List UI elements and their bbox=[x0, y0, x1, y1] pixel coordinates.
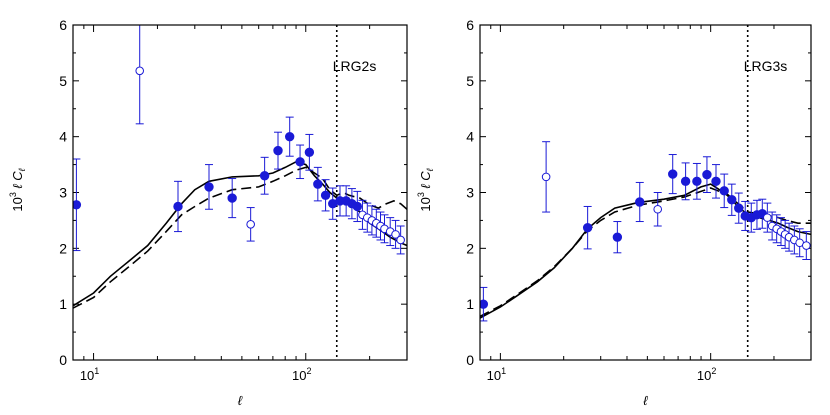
data-point-filled bbox=[727, 195, 737, 205]
y-axis-label: 103 ℓ Cℓ bbox=[416, 168, 435, 211]
model-curve-dashed bbox=[480, 187, 811, 318]
data-point-open bbox=[541, 172, 551, 182]
y-label-base: 10 bbox=[10, 197, 25, 211]
data-point-filled bbox=[668, 169, 678, 179]
data-point-filled bbox=[73, 200, 82, 210]
x-axis-label: ℓ bbox=[643, 393, 648, 408]
y-tick-label: 6 bbox=[466, 17, 474, 33]
data-point-filled bbox=[480, 299, 489, 309]
x-tick-label: 101 bbox=[487, 366, 506, 383]
y-tick-label: 4 bbox=[466, 129, 474, 145]
x-tick-base: 10 bbox=[697, 368, 711, 383]
data-point-filled bbox=[173, 201, 183, 212]
y-axis-label: 103 ℓ Cℓ bbox=[8, 168, 27, 211]
x-tick-base: 10 bbox=[80, 368, 94, 383]
y-tick-label: 0 bbox=[466, 352, 474, 368]
data-point-open bbox=[653, 204, 663, 214]
y-tick-label: 1 bbox=[466, 296, 474, 312]
x-tick-label: 101 bbox=[80, 366, 99, 383]
plot-frame bbox=[72, 24, 408, 361]
data-point-open bbox=[396, 235, 405, 245]
x-tick-label: 102 bbox=[697, 366, 716, 383]
data-point-open bbox=[246, 220, 255, 229]
panel-annotation: LRG3s bbox=[744, 58, 788, 74]
data-point-filled bbox=[313, 179, 323, 189]
y-tick-label: 3 bbox=[59, 185, 67, 201]
y-label-exp: 3 bbox=[8, 192, 18, 197]
data-point-filled bbox=[719, 186, 729, 196]
plot-area bbox=[73, 25, 407, 360]
y-label-rest: ℓ C bbox=[10, 171, 25, 192]
y-tick-label: 3 bbox=[466, 185, 474, 201]
y-label-base: 10 bbox=[418, 197, 433, 211]
y-label-sub: ℓ bbox=[17, 168, 27, 172]
data-point-filled bbox=[284, 131, 295, 142]
x-tick-exp: 1 bbox=[94, 366, 99, 376]
data-point-filled bbox=[352, 201, 363, 212]
y-tick-label: 2 bbox=[466, 240, 474, 256]
data-point-filled bbox=[320, 190, 331, 200]
y-tick-label: 2 bbox=[59, 240, 67, 256]
data-point-filled bbox=[227, 193, 237, 203]
x-tick-exp: 2 bbox=[306, 366, 311, 376]
data-point-filled bbox=[692, 176, 702, 187]
x-axis-label: ℓ bbox=[238, 393, 243, 408]
data-point-open bbox=[135, 66, 145, 76]
model-curve-solid bbox=[480, 183, 811, 319]
x-tick-base: 10 bbox=[487, 368, 501, 383]
y-tick-label: 5 bbox=[59, 73, 67, 89]
data-point-filled bbox=[734, 203, 744, 213]
y-label-exp: 3 bbox=[416, 192, 426, 197]
data-point-filled bbox=[295, 157, 305, 167]
y-label-rest: ℓ C bbox=[418, 171, 433, 192]
data-point-open bbox=[763, 213, 772, 222]
model-curve-dashed bbox=[73, 166, 407, 309]
x-tick-base: 10 bbox=[292, 368, 306, 383]
data-point-filled bbox=[582, 222, 593, 233]
y-tick-label: 0 bbox=[59, 352, 67, 368]
data-point-open bbox=[391, 230, 400, 239]
x-tick-exp: 1 bbox=[501, 366, 506, 376]
x-tick-label: 102 bbox=[292, 366, 311, 383]
x-tick-exp: 2 bbox=[711, 366, 716, 376]
data-point-filled bbox=[635, 197, 645, 207]
y-tick-label: 5 bbox=[466, 73, 474, 89]
data-point-filled bbox=[304, 147, 315, 158]
data-point-open bbox=[802, 241, 811, 250]
y-label-sub: ℓ bbox=[425, 168, 435, 172]
model-curve-solid bbox=[73, 160, 407, 307]
data-point-filled bbox=[273, 145, 283, 156]
data-point-filled bbox=[680, 176, 691, 187]
plot-frame bbox=[479, 24, 812, 361]
data-point-filled bbox=[711, 176, 721, 187]
data-point-filled bbox=[702, 169, 712, 180]
data-point-filled bbox=[204, 182, 214, 192]
panel-annotation: LRG2s bbox=[333, 58, 377, 74]
y-tick-label: 4 bbox=[59, 129, 67, 145]
plot-area bbox=[480, 25, 811, 360]
y-tick-label: 1 bbox=[59, 296, 67, 312]
data-point-filled bbox=[259, 171, 270, 181]
data-point-filled bbox=[612, 232, 623, 242]
y-tick-label: 6 bbox=[59, 17, 67, 33]
